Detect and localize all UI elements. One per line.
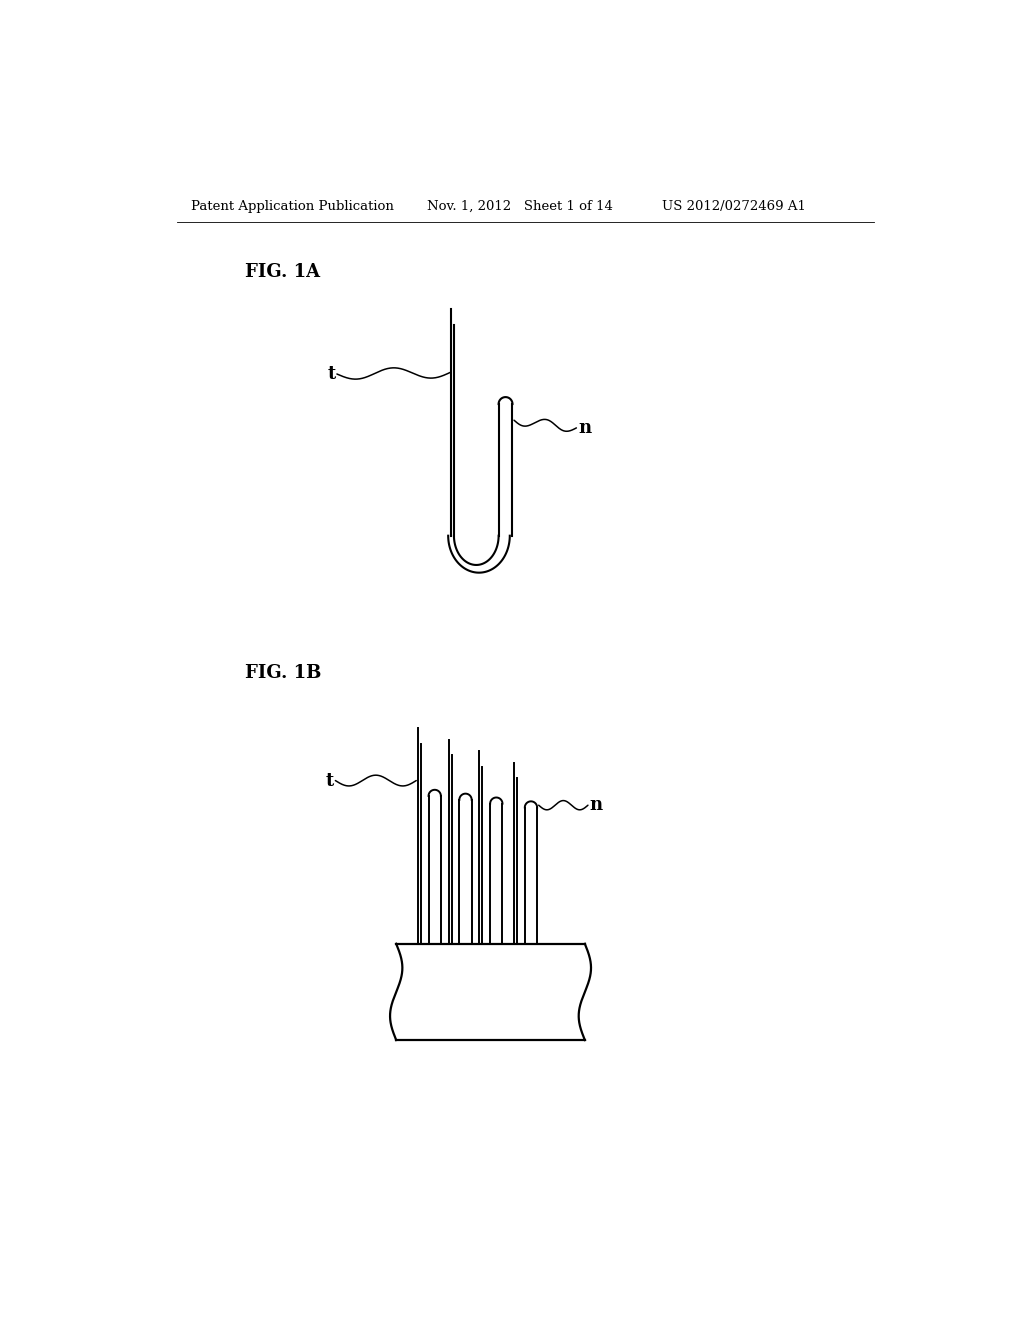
Text: t: t <box>327 366 336 383</box>
Text: FIG. 1B: FIG. 1B <box>245 664 321 681</box>
Text: Nov. 1, 2012   Sheet 1 of 14: Nov. 1, 2012 Sheet 1 of 14 <box>427 199 613 213</box>
Text: FIG. 1A: FIG. 1A <box>245 264 319 281</box>
Text: Patent Application Publication: Patent Application Publication <box>190 199 393 213</box>
Text: t: t <box>326 772 334 789</box>
Text: US 2012/0272469 A1: US 2012/0272469 A1 <box>662 199 806 213</box>
Text: n: n <box>578 418 591 437</box>
Text: n: n <box>590 796 602 814</box>
